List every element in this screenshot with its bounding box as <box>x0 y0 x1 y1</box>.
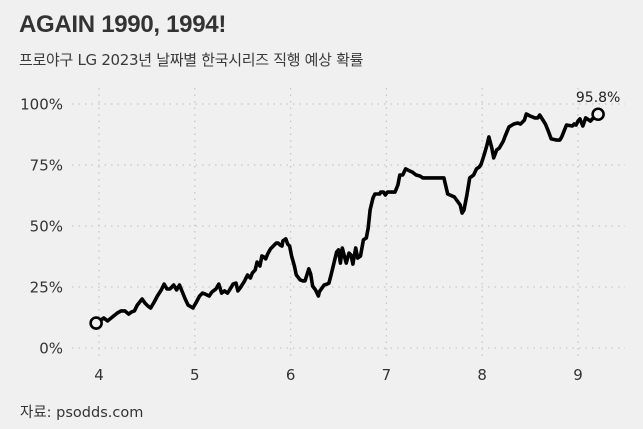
y-tick-label: 25% <box>30 279 63 297</box>
y-axis-labels: 0% 25% 50% 75% 100% <box>20 96 63 358</box>
y-tick-label: 75% <box>30 157 63 175</box>
grid <box>72 88 625 360</box>
end-value-label: 95.8% <box>576 90 620 106</box>
x-tick-label: 8 <box>477 366 487 384</box>
x-tick-label: 7 <box>382 366 392 384</box>
x-tick-label: 9 <box>573 366 583 384</box>
chart-title: AGAIN 1990, 1994! <box>19 11 227 38</box>
end-point-marker <box>591 107 605 122</box>
probability-line <box>94 112 600 325</box>
x-tick-label: 5 <box>190 366 200 384</box>
y-tick-label: 0% <box>39 340 63 358</box>
source-note: 자료: psodds.com <box>20 405 144 421</box>
chart-subtitle: 프로야구 LG 2023년 날짜별 한국시리즈 직행 예상 확률 <box>19 51 364 69</box>
start-point-marker <box>89 316 103 330</box>
x-tick-label: 6 <box>286 366 296 384</box>
x-axis-labels: 4 5 6 7 8 9 <box>94 366 583 384</box>
y-tick-label: 50% <box>30 218 63 236</box>
x-tick-label: 4 <box>94 366 104 384</box>
y-tick-label: 100% <box>20 96 63 114</box>
